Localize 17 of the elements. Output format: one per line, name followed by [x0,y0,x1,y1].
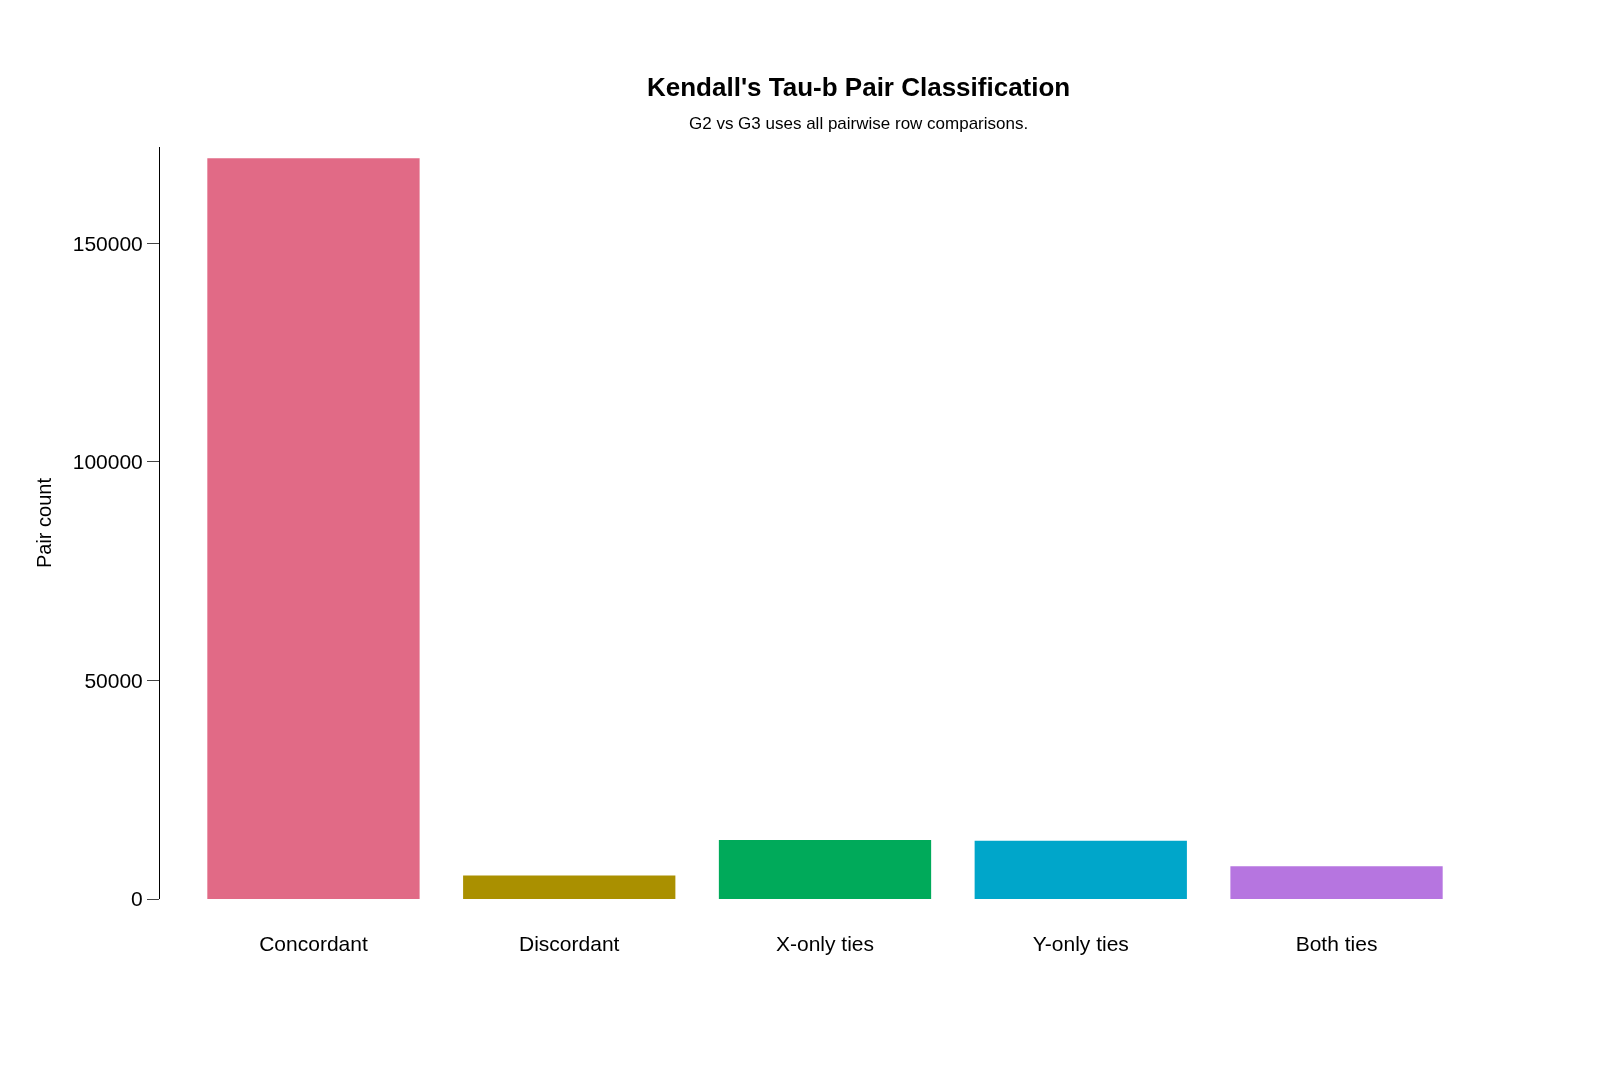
x-tick-label: Discordant [519,932,620,955]
x-tick-label: Concordant [259,932,368,955]
y-tick-label: 100000 [72,450,143,474]
y-tick-label: 0 [131,887,143,911]
bar [463,875,676,899]
x-tick-label: X-only ties [775,932,875,955]
bar [207,158,420,899]
chart-title: Kendall's Tau-b Pair Classification [647,72,1071,102]
y-tick-label: 50000 [84,668,143,692]
bar [718,839,932,899]
x-tick-label: Y-only ties [1032,932,1129,955]
bar [1230,866,1443,899]
chart-subtitle: G2 vs G3 uses all pairwise row comparisons. [689,114,1029,133]
y-axis-title: Pair count [33,477,56,569]
y-tick-label: 150000 [72,231,143,255]
bar [974,840,1187,899]
x-tick-label: Both ties [1295,932,1378,955]
